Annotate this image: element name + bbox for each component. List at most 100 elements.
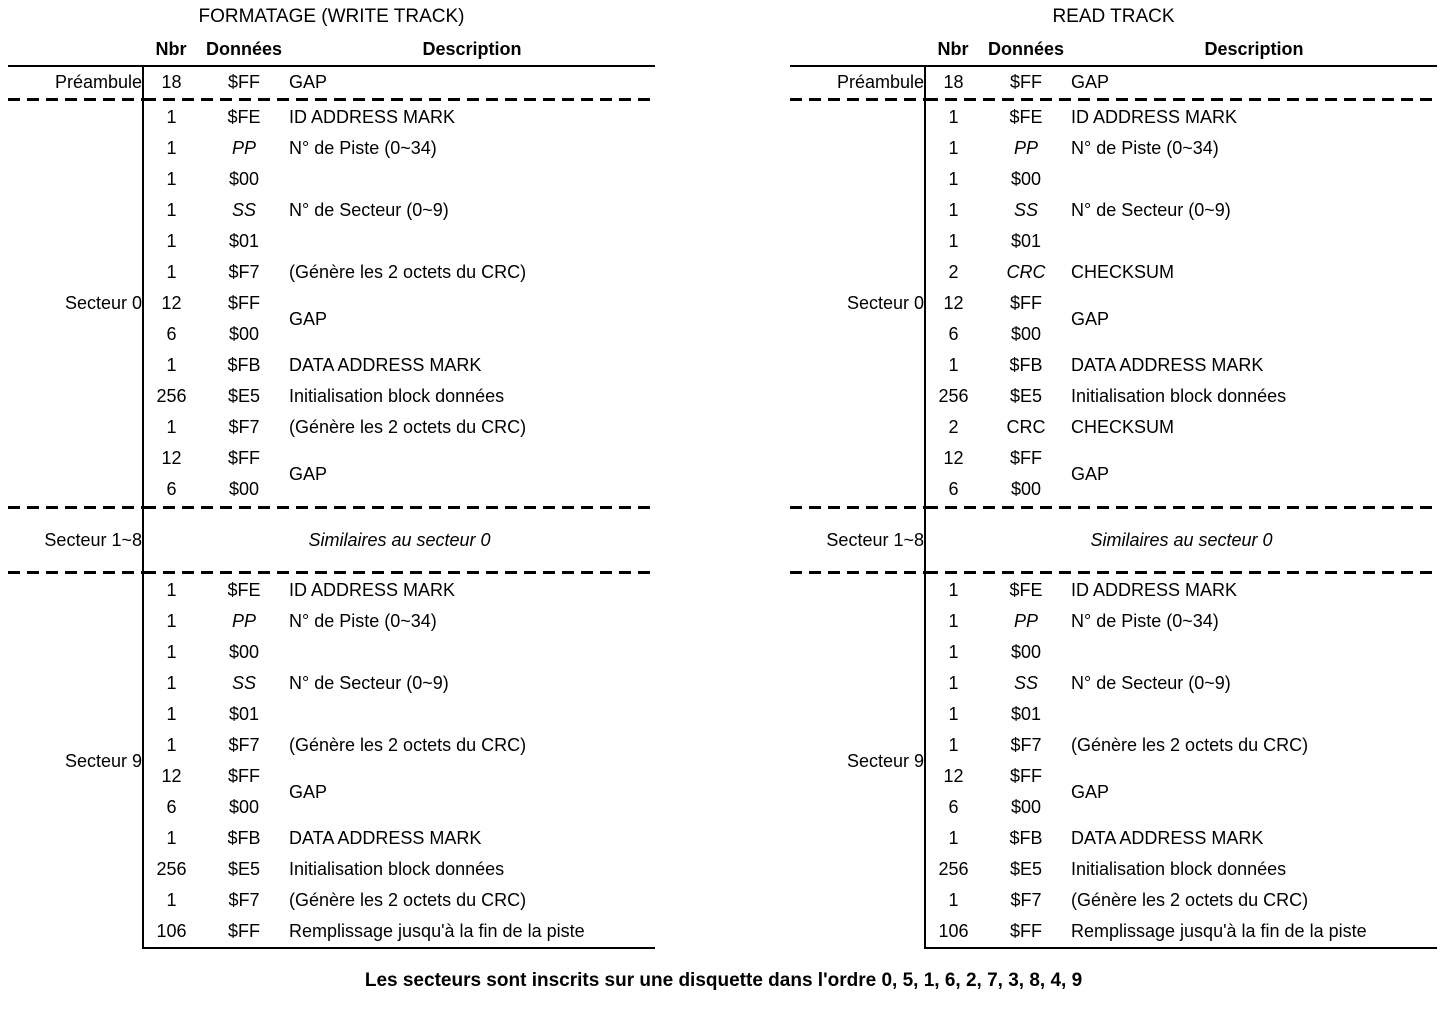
table-row: 1 PP N° de Piste (0~34) [8, 133, 655, 164]
table-row: 1 $01 [790, 226, 1437, 257]
desc-header: Description [1071, 34, 1437, 67]
table-row: 6 $00 [8, 792, 655, 823]
data-cell: $00 [1010, 479, 1042, 499]
table-row: 256 $E5 Initialisation block données [8, 381, 655, 412]
desc-cell: N° de Piste (0~34) [1071, 138, 1219, 158]
sector-label: Secteur 1~8 [8, 510, 144, 570]
desc-cell: GAP [1071, 781, 1110, 802]
nbr-cell: 1 [166, 642, 177, 662]
desc-cell: N° de Piste (0~34) [1071, 611, 1219, 631]
nbr-cell: 1 [166, 580, 177, 600]
data-cell: SS [231, 200, 256, 220]
preamble-row: Préambule 18 $FF GAP [790, 66, 1437, 97]
table-row: 1 PP N° de Piste (0~34) [790, 606, 1437, 637]
desc-cell [1071, 637, 1437, 668]
data-cell: $FF [981, 916, 1071, 949]
nbr-cell: 12 [943, 293, 964, 313]
nbr-cell: 1 [948, 890, 959, 910]
sector-label: Secteur 0 [8, 102, 144, 505]
separator-label-cell [8, 505, 144, 510]
desc-cell: N° de Secteur (0~9) [289, 673, 449, 693]
data-cell: SS [231, 673, 256, 693]
desc-cell [289, 637, 655, 668]
data-cell: $F7 [1010, 890, 1042, 910]
desc-cell: N° de Piste (0~34) [289, 611, 437, 631]
nbr-cell: 1 [166, 169, 177, 189]
table-row: 1 $FB DATA ADDRESS MARK [8, 823, 655, 854]
data-cell: $FF [1009, 448, 1042, 468]
separator-label-cell [8, 570, 144, 575]
sector-label: Secteur 0 [790, 102, 926, 505]
dashed-separator [8, 505, 655, 510]
table-row: 1 $F7 (Génère les 2 octets du CRC) [8, 730, 655, 761]
data-cell: SS [1013, 200, 1038, 220]
table-row: 1 $FB DATA ADDRESS MARK [790, 350, 1437, 381]
data-cell: $FF [1009, 766, 1042, 786]
sector-order-note: Les secteurs sont inscrits sur une disqu… [364, 970, 1083, 991]
read-track-table: Nbr Données Description Préambule 18 $FF GAP Se… [790, 34, 1437, 949]
nbr-cell: 1 [166, 828, 177, 848]
dashed-separator [790, 97, 1437, 102]
desc-cell: (Génère les 2 octets du CRC) [289, 890, 527, 910]
separator-cell [143, 97, 655, 102]
data-cell: $00 [228, 169, 260, 189]
separator-cell [925, 505, 1437, 510]
desc-cell: N° de Secteur (0~9) [289, 200, 449, 220]
nbr-cell: 1 [166, 355, 177, 375]
nbr-cell: 12 [943, 766, 964, 786]
desc-cell: ID ADDRESS MARK [289, 107, 456, 127]
separator-cell [925, 570, 1437, 575]
data-cell: SS [1013, 673, 1038, 693]
data-cell: $01 [1010, 704, 1042, 724]
write-track-title: FORMATAGE (WRITE TRACK) [198, 6, 465, 27]
dashed-separator [8, 570, 655, 575]
nbr-cell: 1 [948, 169, 959, 189]
data-cell: PP [1013, 138, 1038, 158]
data-cell: $00 [228, 324, 260, 344]
data-cell: CRC [1006, 262, 1046, 282]
data-cell: $F7 [228, 417, 260, 437]
nbr-cell: 1 [948, 611, 959, 631]
dashed-separator [790, 505, 1437, 510]
nbr-cell: 1 [166, 890, 177, 910]
separator-cell [143, 505, 655, 510]
table-row: 106 $FF Remplissage jusqu'à la fin de la p… [8, 916, 655, 949]
nbr-cell: 1 [166, 673, 177, 693]
desc-cell: GAP [289, 308, 328, 329]
data-cell: $FE [227, 107, 261, 127]
data-cell: $FF [227, 766, 260, 786]
table-row: 1 PP N° de Piste (0~34) [790, 133, 1437, 164]
table-row: 6 $00 [790, 474, 1437, 505]
desc-cell [289, 164, 655, 195]
read-track-title: READ TRACK [1052, 6, 1175, 27]
nbr-cell: 1 [166, 200, 177, 220]
nbr-cell: 2 [948, 262, 959, 282]
nbr-cell: 1 [948, 138, 959, 158]
nbr-cell: 1 [166, 262, 177, 282]
table-row: 1 SS N° de Secteur (0~9) [790, 195, 1437, 226]
sector-label: Préambule [790, 66, 926, 97]
nbr-cell: 1 [166, 704, 177, 724]
desc-cell: Initialisation block données [289, 386, 505, 406]
data-header: Données [199, 34, 289, 67]
table-row: Secteur 9 1 $FE ID ADDRESS MARK [8, 575, 655, 948]
desc-cell [289, 226, 655, 257]
data-cell: $FF [227, 293, 260, 313]
table-row: 256 $E5 Initialisation block données [790, 381, 1437, 412]
desc-cell: GAP [289, 781, 328, 802]
nbr-cell: 1 [166, 735, 177, 755]
sector-label: Préambule [8, 66, 144, 97]
similar-note-cell: Similaires au secteur 0 [308, 529, 491, 550]
table-row: 1 $01 [8, 226, 655, 257]
desc-cell: (Génère les 2 octets du CRC) [289, 735, 527, 755]
data-cell: $00 [1010, 642, 1042, 662]
desc-cell: (Génère les 2 octets du CRC) [1071, 890, 1309, 910]
data-cell: $00 [1010, 169, 1042, 189]
sector-label: Secteur 9 [790, 575, 926, 948]
table-row: 6 $00 [790, 319, 1437, 350]
data-cell: $F7 [228, 890, 260, 910]
table-row: 6 $00 [790, 792, 1437, 823]
desc-cell: Remplissage jusqu'à la fin de la piste [1071, 916, 1437, 949]
desc-cell: GAP [1071, 308, 1110, 329]
table-row: 2 CRC CHECKSUM [790, 412, 1437, 443]
